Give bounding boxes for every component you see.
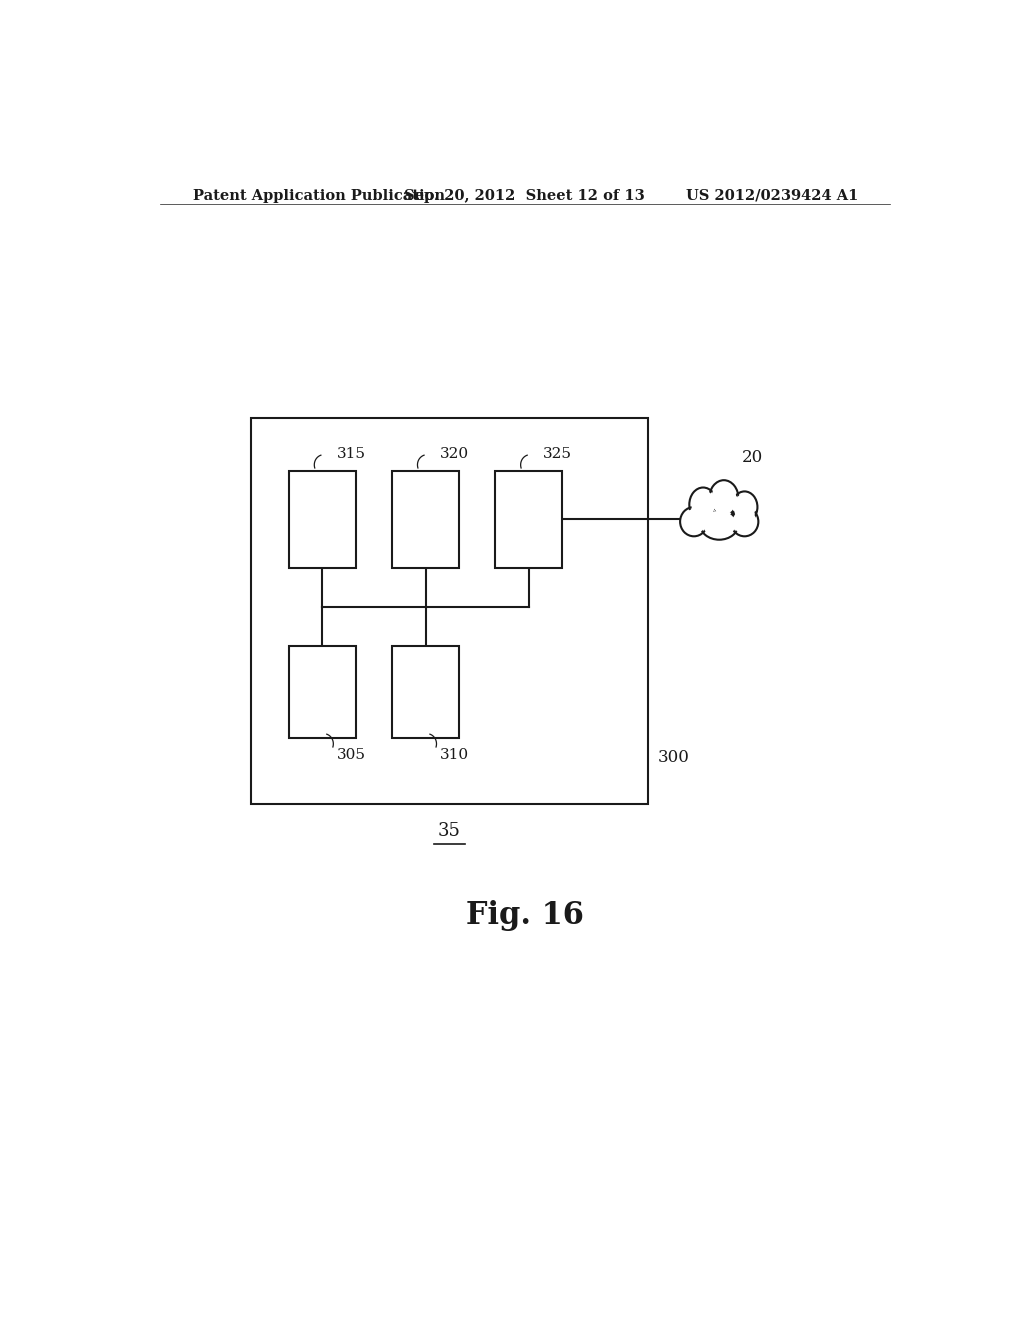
Text: 315: 315 xyxy=(337,446,366,461)
Text: 325: 325 xyxy=(543,446,571,461)
Text: 320: 320 xyxy=(439,446,469,461)
Ellipse shape xyxy=(702,511,735,537)
Ellipse shape xyxy=(712,483,736,515)
Text: 310: 310 xyxy=(439,748,469,762)
Text: US 2012/0239424 A1: US 2012/0239424 A1 xyxy=(686,189,858,203)
Bar xyxy=(495,471,562,568)
Text: 20: 20 xyxy=(742,449,764,466)
Ellipse shape xyxy=(709,480,738,517)
Bar xyxy=(251,417,648,804)
Ellipse shape xyxy=(731,507,759,536)
Text: Sep. 20, 2012  Sheet 12 of 13: Sep. 20, 2012 Sheet 12 of 13 xyxy=(404,189,645,203)
Ellipse shape xyxy=(689,487,717,521)
Ellipse shape xyxy=(733,510,757,535)
Ellipse shape xyxy=(732,491,758,523)
Ellipse shape xyxy=(699,508,738,540)
Text: Patent Application Publication: Patent Application Publication xyxy=(194,189,445,203)
Text: 300: 300 xyxy=(657,748,689,766)
Ellipse shape xyxy=(733,494,756,520)
Bar xyxy=(392,471,460,568)
Ellipse shape xyxy=(691,490,715,519)
Ellipse shape xyxy=(680,507,708,536)
Text: Fig. 16: Fig. 16 xyxy=(466,900,584,932)
Ellipse shape xyxy=(682,510,706,535)
Text: 35: 35 xyxy=(438,822,461,840)
Bar xyxy=(289,471,356,568)
Text: 305: 305 xyxy=(337,748,366,762)
Bar xyxy=(289,647,356,738)
Bar xyxy=(392,647,460,738)
